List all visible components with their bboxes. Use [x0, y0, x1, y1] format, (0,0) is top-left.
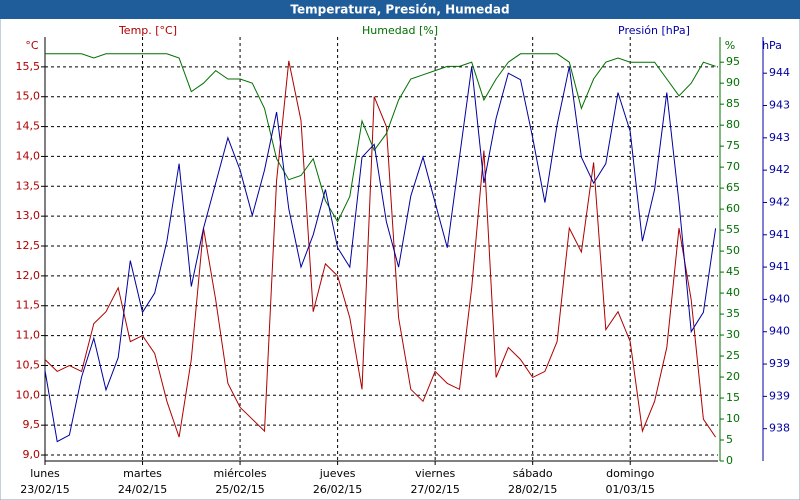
y2-tick-label: 25: [726, 349, 740, 362]
y2-tick-label: 60: [726, 202, 740, 215]
chart-title: Temperatura, Presión, Humedad: [290, 3, 509, 17]
y3-tick-label: 942: [769, 195, 790, 208]
y-tick-label: 12,5: [16, 239, 41, 252]
series-line: [44, 60, 717, 438]
x-tick-date: 23/02/15: [20, 483, 69, 496]
y3-tick-label: 943: [769, 99, 790, 112]
y-tick-label: 15,5: [16, 60, 41, 73]
x-tick-label: miércoles: [213, 467, 266, 480]
x-tick-label: martes: [123, 467, 162, 480]
y3-tick-label: 941: [769, 260, 790, 273]
y2-tick-label: 50: [726, 244, 740, 257]
y2-tick-label: 45: [726, 265, 740, 278]
x-tick-label: viernes: [415, 467, 455, 480]
y2-tick-label: 0: [726, 454, 733, 467]
y2-tick-label: 10: [726, 412, 740, 425]
y-tick-label: 9,0: [23, 448, 41, 461]
y-tick-label: 13,5: [16, 179, 41, 192]
y-tick-label: 11,5: [16, 299, 41, 312]
y-tick-label: 11,0: [16, 329, 41, 342]
y-tick-label: 9,5: [23, 418, 41, 431]
y-tick-label: 14,0: [16, 149, 41, 162]
y2-tick-label: 70: [726, 160, 740, 173]
y3-tick-label: 938: [769, 422, 790, 435]
title-bar: [0, 0, 800, 19]
x-tick-label: jueves: [319, 467, 356, 480]
y2-tick-label: 5: [726, 433, 733, 446]
x-tick-date: 25/02/15: [215, 483, 264, 496]
y2-unit: %: [725, 39, 735, 52]
y2-tick-label: 85: [726, 97, 740, 110]
y2-tick-label: 90: [726, 76, 740, 89]
y-tick-label: 10,5: [16, 358, 41, 371]
y2-tick-label: 30: [726, 328, 740, 341]
x-tick-date: 27/02/15: [410, 483, 459, 496]
y-tick-label: 10,0: [16, 388, 41, 401]
x-tick-date: 01/03/15: [606, 483, 655, 496]
x-tick-label: domingo: [606, 467, 654, 480]
y2-tick-label: 65: [726, 181, 740, 194]
series-line: [44, 66, 717, 443]
y2-axis-title: Humedad [%]: [362, 24, 438, 37]
x-tick-label: sábado: [513, 467, 553, 480]
y3-tick-label: 941: [769, 228, 790, 241]
y3-tick-label: 939: [769, 357, 790, 370]
y3-unit: hPa: [762, 39, 782, 52]
x-tick-date: 24/02/15: [118, 483, 167, 496]
x-tick-label: lunes: [30, 467, 60, 480]
y2-tick-label: 55: [726, 223, 740, 236]
y2-tick-label: 75: [726, 139, 740, 152]
y3-tick-label: 942: [769, 163, 790, 176]
y3-tick-label: 939: [769, 389, 790, 402]
y2-tick-label: 15: [726, 391, 740, 404]
y3-tick-label: 940: [769, 292, 790, 305]
y3-axis-title: Presión [hPa]: [618, 24, 690, 37]
y3-tick-label: 944: [769, 66, 790, 79]
x-tick-date: 28/02/15: [508, 483, 557, 496]
y3-tick-label: 943: [769, 131, 790, 144]
y2-tick-label: 80: [726, 118, 740, 131]
y2-tick-label: 20: [726, 370, 740, 383]
y2-tick-label: 40: [726, 286, 740, 299]
y2-tick-label: 95: [726, 55, 740, 68]
x-tick-date: 26/02/15: [313, 483, 362, 496]
y-axis-title: Temp. [°C]: [118, 24, 177, 37]
y-unit: °C: [25, 39, 39, 52]
y2-tick-label: 35: [726, 307, 740, 320]
y-tick-label: 14,5: [16, 120, 41, 133]
y-tick-label: 12,0: [16, 269, 41, 282]
series-line: [45, 53, 716, 223]
y-tick-label: 13,0: [16, 209, 41, 222]
y3-tick-label: 940: [769, 325, 790, 338]
y-tick-label: 15,0: [16, 90, 41, 103]
